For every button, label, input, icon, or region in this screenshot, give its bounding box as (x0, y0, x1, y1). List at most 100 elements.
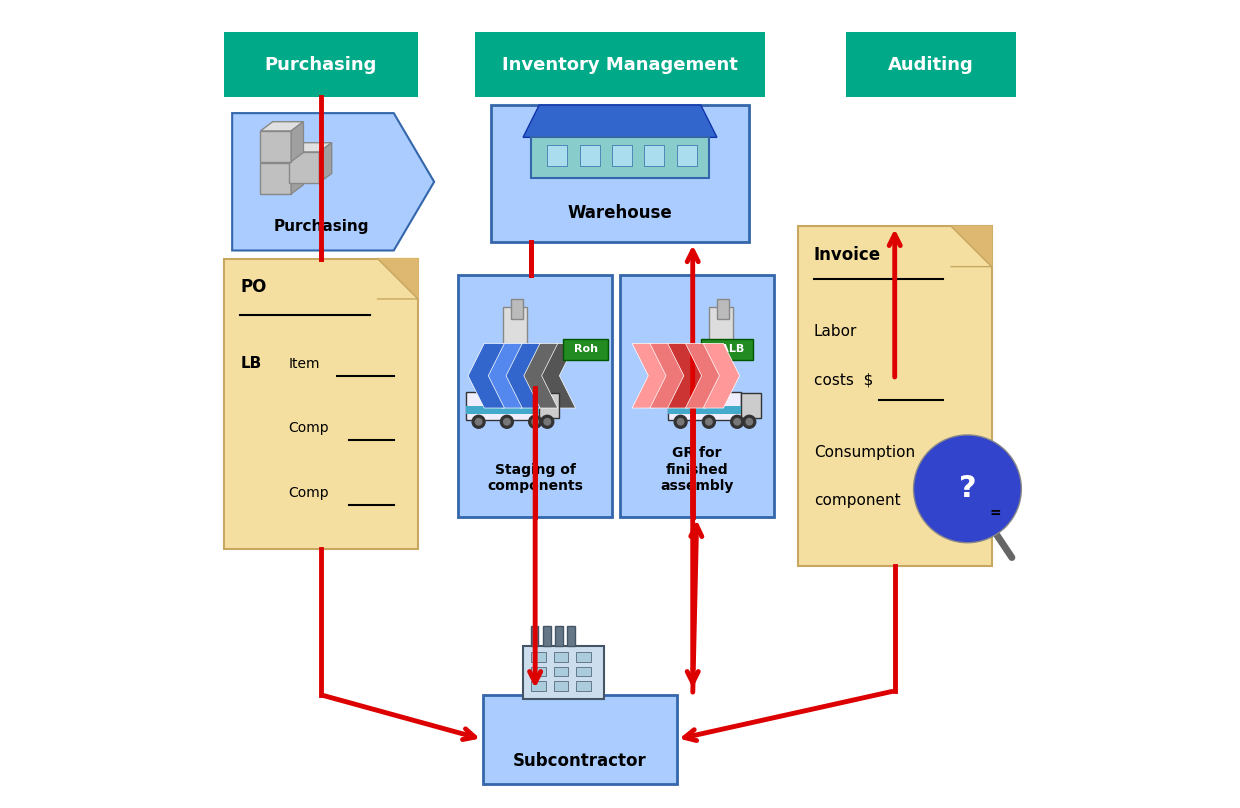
Circle shape (706, 419, 712, 425)
FancyBboxPatch shape (554, 681, 568, 691)
FancyBboxPatch shape (554, 667, 568, 676)
Text: ?: ? (959, 474, 976, 503)
Circle shape (730, 415, 744, 428)
FancyBboxPatch shape (503, 307, 527, 351)
Text: component: component (813, 494, 900, 508)
FancyBboxPatch shape (466, 392, 539, 420)
FancyBboxPatch shape (563, 339, 608, 360)
Polygon shape (650, 343, 686, 408)
FancyBboxPatch shape (701, 339, 754, 360)
Polygon shape (260, 122, 304, 131)
Circle shape (675, 415, 687, 428)
Text: Auditing: Auditing (888, 56, 973, 74)
Circle shape (677, 419, 683, 425)
Circle shape (532, 419, 538, 425)
Polygon shape (289, 143, 332, 152)
FancyBboxPatch shape (531, 681, 546, 691)
Text: Inventory Management: Inventory Management (502, 56, 738, 74)
Polygon shape (539, 343, 575, 408)
FancyBboxPatch shape (645, 145, 665, 166)
FancyBboxPatch shape (482, 695, 677, 784)
FancyBboxPatch shape (620, 275, 774, 517)
Circle shape (541, 415, 554, 428)
Polygon shape (291, 154, 304, 194)
Text: HALB: HALB (711, 344, 744, 354)
FancyBboxPatch shape (577, 652, 591, 662)
FancyBboxPatch shape (677, 145, 697, 166)
Polygon shape (289, 152, 320, 183)
FancyBboxPatch shape (568, 626, 575, 646)
Text: Labor: Labor (813, 324, 857, 339)
FancyBboxPatch shape (531, 667, 546, 676)
FancyBboxPatch shape (531, 652, 546, 662)
FancyBboxPatch shape (846, 32, 1016, 97)
FancyBboxPatch shape (742, 393, 761, 418)
Text: PO: PO (241, 278, 267, 296)
Text: GR for
finished
assembly: GR for finished assembly (660, 447, 733, 493)
FancyBboxPatch shape (523, 646, 604, 699)
Polygon shape (260, 163, 291, 194)
Polygon shape (523, 105, 717, 137)
FancyBboxPatch shape (531, 626, 538, 646)
FancyBboxPatch shape (491, 105, 749, 242)
Polygon shape (378, 259, 418, 299)
Circle shape (743, 415, 755, 428)
FancyBboxPatch shape (611, 145, 632, 166)
Polygon shape (686, 343, 722, 408)
FancyBboxPatch shape (224, 32, 418, 97)
Text: Purchasing: Purchasing (265, 56, 377, 74)
Text: Comp: Comp (289, 421, 330, 436)
Polygon shape (232, 113, 434, 250)
Text: Purchasing: Purchasing (273, 219, 368, 234)
FancyBboxPatch shape (459, 275, 611, 517)
Polygon shape (703, 343, 739, 408)
FancyBboxPatch shape (577, 681, 591, 691)
Text: Subcontractor: Subcontractor (512, 752, 646, 770)
Circle shape (503, 419, 510, 425)
FancyBboxPatch shape (475, 32, 765, 97)
FancyBboxPatch shape (224, 259, 418, 549)
FancyBboxPatch shape (709, 307, 733, 351)
FancyBboxPatch shape (539, 393, 559, 418)
FancyBboxPatch shape (554, 652, 568, 662)
Circle shape (734, 419, 740, 425)
Polygon shape (503, 343, 539, 408)
Polygon shape (467, 343, 505, 408)
Circle shape (528, 415, 542, 428)
Text: LB: LB (241, 356, 262, 371)
Polygon shape (522, 343, 558, 408)
Text: =: = (990, 506, 1002, 520)
Polygon shape (260, 131, 291, 162)
Polygon shape (291, 122, 304, 162)
FancyBboxPatch shape (543, 626, 551, 646)
FancyBboxPatch shape (668, 406, 742, 414)
Circle shape (915, 436, 1021, 541)
FancyBboxPatch shape (547, 145, 568, 166)
Polygon shape (320, 143, 332, 183)
FancyBboxPatch shape (466, 406, 539, 414)
Text: Item: Item (289, 356, 320, 371)
Circle shape (472, 415, 485, 428)
FancyBboxPatch shape (797, 226, 992, 566)
FancyBboxPatch shape (531, 137, 709, 178)
Circle shape (702, 415, 715, 428)
Polygon shape (632, 343, 668, 408)
Circle shape (501, 415, 513, 428)
Text: costs  $: costs $ (813, 372, 873, 387)
Text: Staging of
components: Staging of components (487, 463, 583, 493)
Circle shape (475, 419, 482, 425)
Text: Consumption: Consumption (813, 445, 915, 460)
FancyBboxPatch shape (577, 667, 591, 676)
Text: Roh: Roh (574, 344, 598, 354)
Circle shape (544, 419, 551, 425)
Polygon shape (260, 154, 304, 163)
Text: Comp: Comp (289, 486, 330, 500)
Circle shape (746, 419, 753, 425)
FancyBboxPatch shape (556, 626, 563, 646)
Polygon shape (667, 343, 704, 408)
FancyBboxPatch shape (717, 299, 729, 319)
Polygon shape (951, 226, 992, 267)
FancyBboxPatch shape (668, 392, 742, 420)
FancyBboxPatch shape (511, 299, 523, 319)
FancyBboxPatch shape (579, 145, 600, 166)
